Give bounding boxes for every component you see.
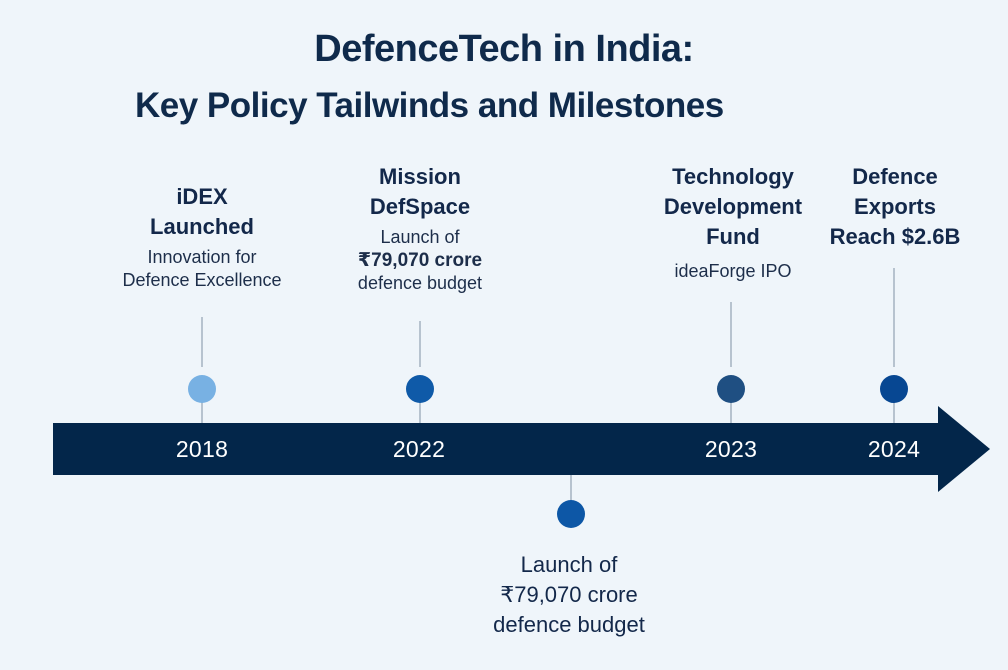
year-label-2022: 2022 [392, 436, 446, 462]
milestone-stem [730, 402, 732, 423]
milestone-stem [201, 402, 203, 423]
milestone-heading: iDEX [176, 184, 228, 209]
milestone-budget-dot [557, 500, 585, 528]
milestone-2018-dot [188, 375, 216, 403]
milestone-2023-label: Technology Development Fund ideaForge IP… [664, 162, 802, 283]
milestone-heading: Technology [672, 164, 794, 189]
title-line-1: DefenceTech in India: [314, 28, 694, 70]
milestone-2018-label: iDEX Launched Innovation for Defence Exc… [122, 182, 281, 292]
milestone-2022-dot [406, 375, 434, 403]
milestone-stem [893, 402, 895, 423]
title-line-2: Key Policy Tailwinds and Milestones [135, 86, 724, 125]
budget-amount: ₹79,070 crore [357, 250, 483, 271]
milestone-2024-label: Defence Exports Reach $2.6B [830, 162, 961, 252]
milestone-description: Launch of [520, 552, 618, 577]
milestone-heading: Defence [852, 164, 938, 189]
year-label-2023: 2023 [704, 436, 758, 462]
year-label-2024: 2024 [867, 436, 921, 462]
milestone-heading: Development [663, 194, 803, 219]
milestone-stem [570, 475, 572, 501]
milestone-heading: Exports [854, 194, 936, 219]
timeline-bar [53, 423, 940, 475]
milestone-description: Launch of [380, 227, 460, 247]
milestone-stem [419, 402, 421, 423]
milestone-2023-dot [717, 375, 745, 403]
milestone-description: Innovation for [147, 247, 257, 267]
milestone-description: ₹79,070 crore [500, 582, 638, 607]
milestone-heading: Launched [150, 214, 254, 239]
milestone-budget-label: Launch of ₹79,070 crore defence budget [493, 550, 645, 640]
milestone-stem [730, 302, 732, 367]
year-label-2018: 2018 [175, 436, 229, 462]
milestone-heading: Fund [706, 224, 760, 249]
milestone-2024-dot [880, 375, 908, 403]
milestone-2022-label: Mission DefSpace Launch of ₹79,070 crore… [358, 162, 482, 295]
milestone-description: defence budget [357, 273, 483, 293]
milestone-heading: Mission [379, 164, 461, 189]
milestone-description: defence budget [493, 612, 645, 637]
milestone-heading: Reach $2.6B [829, 224, 961, 249]
milestone-stem [419, 321, 421, 367]
timeline-arrowhead-icon [938, 406, 990, 492]
milestone-description: Defence Excellence [122, 270, 282, 290]
milestone-heading: DefSpace [369, 194, 471, 219]
milestone-stem [893, 268, 895, 367]
milestone-description: ideaForge IPO [674, 261, 792, 281]
milestone-stem [201, 317, 203, 367]
